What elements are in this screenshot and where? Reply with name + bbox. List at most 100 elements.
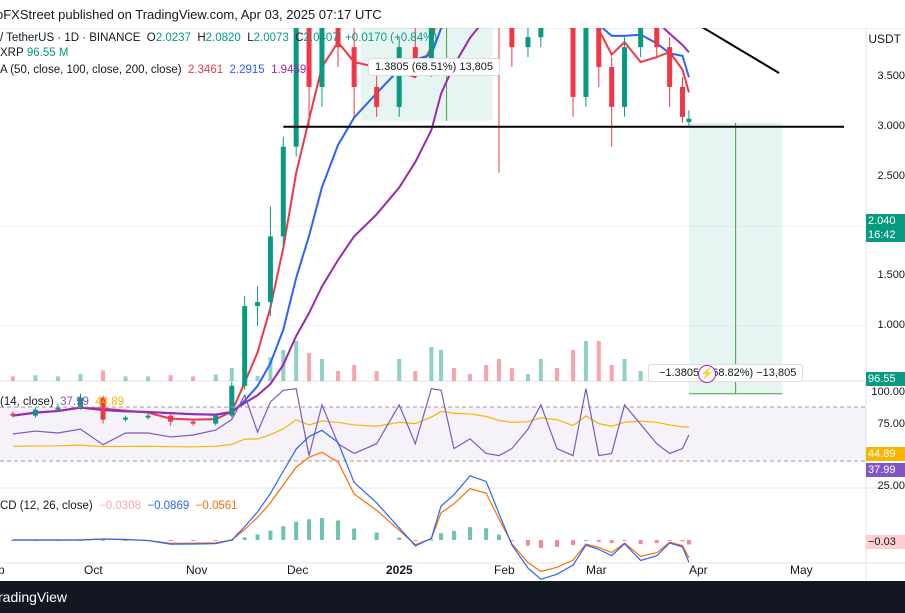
legend-ma: A (50, close, 100, close, 200, close) 2.… [0,64,306,76]
macd-histogram-bar [281,526,286,540]
macd-histogram-bar [538,540,543,548]
candle-body [638,28,644,48]
volume-bar [571,350,576,381]
time-axis[interactable]: p Oct Nov Dec 2025 Feb Mar Apr May [0,563,866,581]
volume-bar [213,374,218,381]
macd-histogram-bar [255,534,260,540]
candle-body [679,86,685,117]
macd-histogram-bar [294,521,299,540]
volume-bar [255,375,260,381]
time-tick-oct: Oct [84,563,103,577]
macd-histogram-bar [525,540,530,546]
chart-area[interactable]: / TetherUS · 1D · BINANCE O2.0237 H2.082… [0,28,905,581]
macd-histogram-bar [319,518,324,540]
legend-macd-label: CD (12, 26, close) [0,500,93,512]
candle-body [280,146,286,237]
measure-down-text: −1.3805 (−68.82%) −13,805 [659,367,797,379]
macd-histogram-bar [622,540,627,541]
candle-body [100,397,106,420]
current-price-tag: 2.040 [866,214,905,228]
macd-histogram-bar [509,540,514,541]
currency-label[interactable]: USDT [868,32,901,46]
candle-body [168,415,174,422]
time-tick-dec: Dec [287,563,309,577]
macd-histogram-bar [439,533,444,540]
volume-bar [146,376,151,381]
macd-histogram-bar [638,540,643,545]
macd-histogram-bar [496,534,501,540]
volume-bar [168,375,173,381]
candle-body [229,385,235,416]
macd-histogram-bar [101,539,106,541]
grid-lines [0,28,905,581]
rsi-tick-25: 25.00 [877,480,905,492]
volume-bar [33,375,38,381]
legend-rsi-label: (14, close) [0,396,54,408]
macd-histogram-bar [413,540,418,542]
candle-body [319,28,325,87]
volume-bar [638,371,643,381]
volume-bar [319,359,324,381]
macd-histogram-bar [451,530,456,540]
volume-bar [554,368,559,381]
volume-bar [439,350,444,381]
legend-l-label: L [247,32,254,44]
macd-histogram-bar [468,527,473,540]
legend-macd: CD (12, 26, close) −0.0308 −0.0869 −0.05… [0,500,238,512]
macd-histogram-bar [307,519,312,540]
legend-volume: XRP 96.55 M [0,47,68,59]
volume-bar [538,359,543,381]
legend-macd-hist: −0.0308 [99,500,141,512]
macd-histogram-bar [123,539,128,541]
candlestick-chart[interactable] [0,28,905,581]
volume-bar [307,353,312,381]
macd-histogram-bar [242,537,247,540]
volume-bar [509,368,514,381]
rsi-tick-75: 75.00 [877,418,905,430]
candle-body [538,28,544,38]
rsi-line [12,387,690,457]
price-tick-3000: 3.000 [877,120,905,132]
publish-header: oFXStreet published on TradingView.com, … [0,0,905,29]
legend-change: +0.0170 (+0.84%) [345,32,438,44]
candle-body [306,28,312,87]
time-tick-2025: 2025 [386,563,413,577]
countdown-tag: 16:42 [866,228,905,242]
volume-bar [294,341,299,381]
macd-histogram-bar [554,540,559,547]
volume-bar [78,374,83,381]
macd-histogram-bar [429,539,434,541]
candle-body [374,86,380,107]
candles[interactable] [10,28,692,426]
macd-histogram-bar [654,540,659,544]
volume-bar [229,368,234,381]
macd-histogram-bar [609,540,614,544]
legend-c-label: C [295,32,304,44]
trend-lines[interactable] [219,28,844,128]
candle-body [351,47,357,87]
macd-histogram-bar [268,530,273,540]
macd-tag: −0.03 [866,535,905,549]
legend-rsi-ma: 44.89 [95,396,125,408]
candle-body [77,397,83,408]
candle-body [255,302,261,307]
price-tick-2500: 2.500 [877,170,905,182]
volume-bar [374,371,379,381]
time-tick-may: May [790,563,813,577]
volume-bar [609,365,614,381]
lightning-icon[interactable]: ⚡ [698,365,716,383]
legend-open: 2.0237 [155,32,191,44]
candle-body [267,236,273,303]
macd-histogram-bar [336,520,341,540]
macd-histogram-bar [191,540,196,541]
price-tick-3500: 3.500 [877,70,905,82]
time-tick-nov: Nov [186,563,208,577]
legend-high: 2.0820 [205,32,241,44]
candle-body [213,415,219,424]
macd-histogram-bar [596,540,601,542]
macd-pane [10,429,691,581]
volume-bar [101,370,106,381]
macd-histogram-bar [571,540,576,546]
volume-bar [268,357,273,381]
legend-ma200: 1.9459 [271,64,307,76]
